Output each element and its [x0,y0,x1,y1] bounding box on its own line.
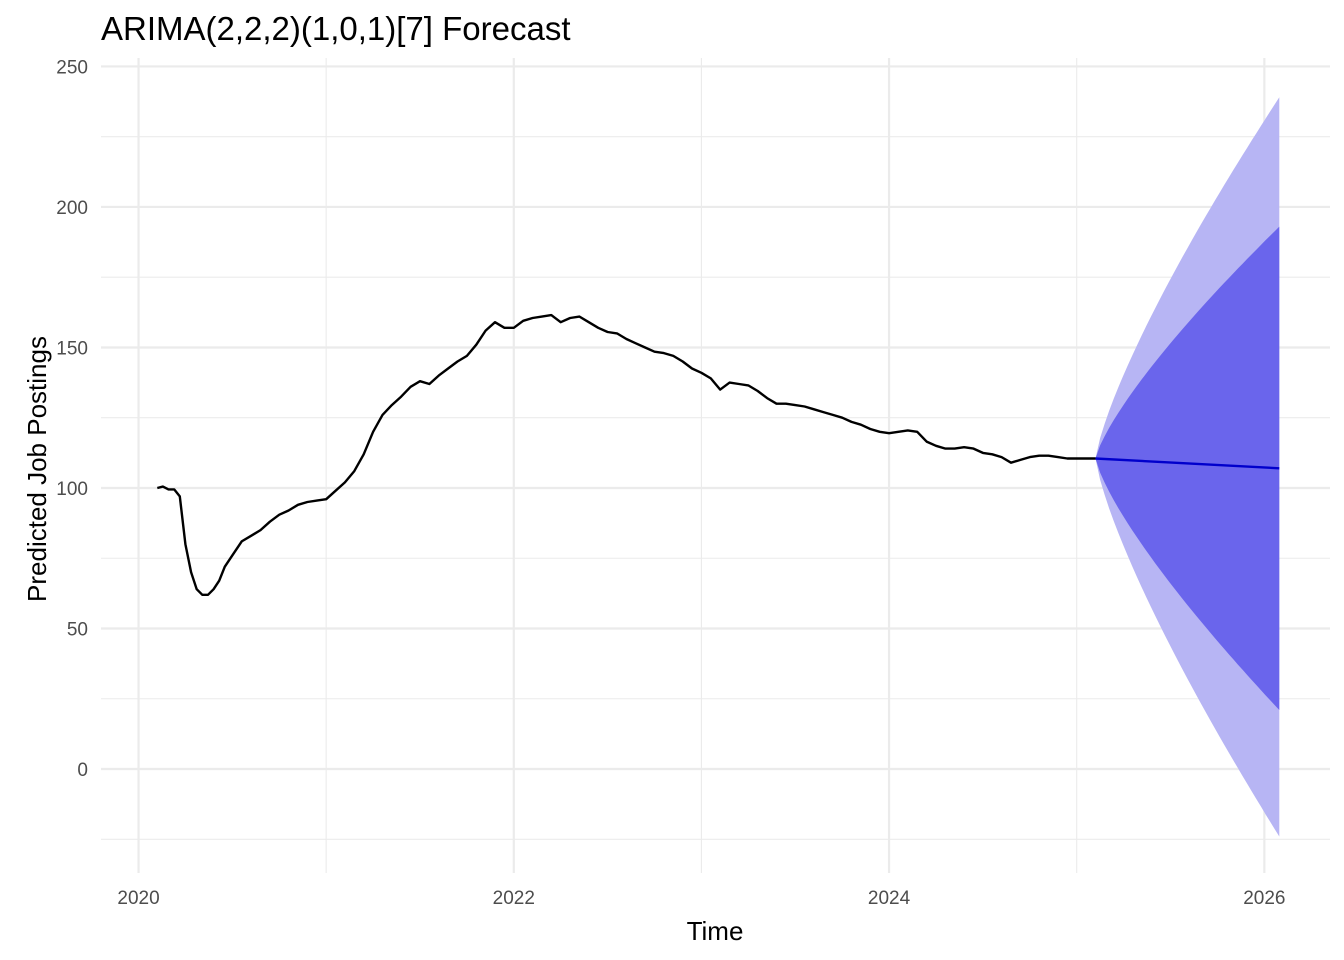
chart-title: ARIMA(2,2,2)(1,0,1)[7] Forecast [101,10,571,47]
band-80 [1095,226,1280,710]
y-tick-label: 250 [56,57,88,78]
forecast-bands [1095,97,1280,837]
grid-minor [101,58,1330,873]
x-tick-label: 2024 [868,888,911,909]
y-tick-label: 0 [77,760,88,781]
x-tick-label: 2022 [493,888,535,909]
x-axis-title: Time [687,916,744,946]
history-line [157,313,1096,596]
y-tick-label: 100 [56,479,88,500]
x-tick-label: 2020 [117,888,159,909]
y-axis-title: Predicted Job Postings [22,336,52,602]
series-lines [157,313,1280,596]
forecast-line [1095,457,1280,470]
y-tick-label: 150 [56,338,88,359]
y-tick-label: 200 [56,198,88,219]
y-tick-label: 50 [67,620,88,641]
x-tick-labels: 2020 2022 2024 2026 [117,888,1285,909]
y-tick-labels: 0 50 100 150 200 250 [56,57,88,781]
x-tick-label: 2026 [1243,888,1285,909]
